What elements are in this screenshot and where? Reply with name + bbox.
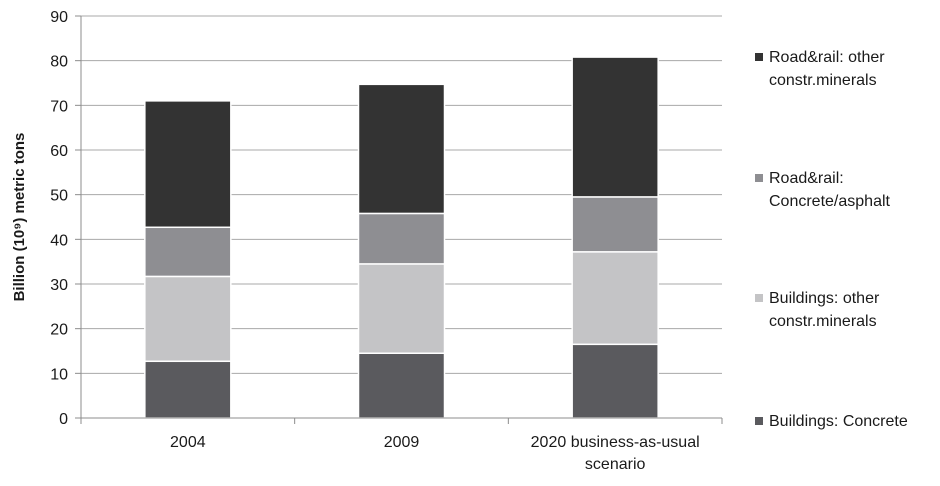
legend-label: Road&rail: other [769,49,885,66]
legend-label: Concrete/asphalt [769,193,891,210]
bar-segment [571,343,659,419]
bar-segment [571,251,659,346]
legend-swatch [755,294,763,302]
bars [144,56,659,419]
legend-label: Road&rail: [769,170,844,187]
y-tick-label: 10 [50,366,68,383]
bar-segment [571,56,659,198]
legend-label: constr.minerals [769,72,877,89]
y-tick-label: 30 [50,277,68,294]
y-tick-label: 60 [50,143,68,160]
y-tick-label: 0 [59,411,68,428]
legend: Road&rail: other constr.minerals Road&rail… [755,49,908,430]
x-category-label: 2009 [384,434,420,451]
legend-label: Buildings: Concrete [769,413,908,430]
x-category-label: scenario [585,456,646,473]
bar-segment [144,100,232,229]
bar-segment [357,263,446,354]
legend-label: Buildings: other [769,290,880,307]
y-tick-label: 70 [50,98,68,115]
legend-label: constr.minerals [769,313,877,330]
x-category-label: 2020 business-as-usual [531,434,700,451]
y-tick-label: 50 [50,188,68,205]
x-category-labels: 2004 2009 2020 business-as-usual scenario [170,434,700,473]
bar-segment [571,196,659,253]
legend-swatch [755,417,763,425]
bar-segment [357,352,446,419]
y-tick-label: 20 [50,322,68,339]
legend-swatch [755,174,763,182]
bar-segment [357,212,446,265]
axes [80,16,723,424]
bar-segment [144,275,232,363]
bar-segment [357,83,446,215]
y-tick-labels: 0 10 20 30 40 50 60 70 80 90 [50,9,81,428]
y-tick-label: 80 [50,54,68,71]
bar-segment [144,360,232,419]
bar-segment [144,226,232,278]
legend-swatch [755,53,763,61]
y-tick-label: 90 [50,9,68,26]
y-axis-label: Billion (10⁹) metric tons [11,133,28,302]
y-tick-label: 40 [50,232,68,249]
x-category-label: 2004 [170,434,206,451]
